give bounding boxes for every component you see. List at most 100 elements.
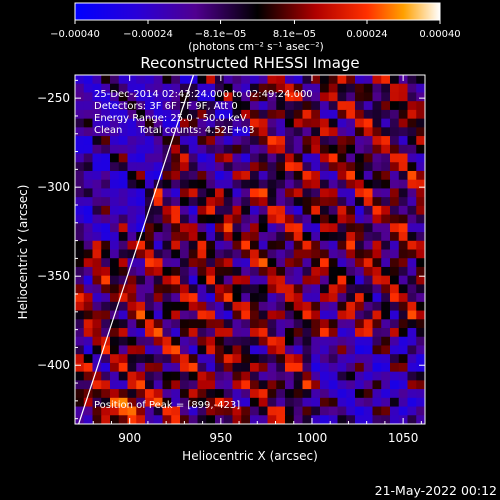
heatmap-cell <box>215 415 225 424</box>
heatmap-cell <box>328 101 338 111</box>
heatmap-cell <box>136 249 146 259</box>
heatmap-cell <box>127 354 137 364</box>
heatmap-cell <box>250 258 260 268</box>
heatmap-cell <box>145 319 155 329</box>
heatmap-cell <box>153 380 163 390</box>
heatmap-cell <box>250 293 260 303</box>
heatmap-cell <box>197 153 207 163</box>
heatmap-cell <box>223 75 233 85</box>
heatmap-cell <box>355 205 365 216</box>
heatmap-cell <box>136 336 146 346</box>
heatmap-cell <box>390 101 400 111</box>
heatmap-cell <box>127 328 137 338</box>
heatmap-cell <box>328 328 338 338</box>
y-tick-label: −300 <box>37 180 70 194</box>
heatmap-cell <box>118 197 128 207</box>
heatmap-cell <box>215 371 225 381</box>
heatmap-cell <box>162 179 172 189</box>
heatmap-cell <box>416 232 425 242</box>
heatmap-cell <box>162 336 172 346</box>
heatmap-cell <box>267 284 277 294</box>
heatmap-cell <box>241 406 251 416</box>
heatmap-cell <box>188 354 198 364</box>
heatmap-cell <box>390 284 400 294</box>
heatmap-cell <box>110 127 120 137</box>
heatmap-cell <box>398 170 408 181</box>
heatmap-cell <box>75 144 85 154</box>
heatmap-cell <box>346 362 356 373</box>
heatmap-cell <box>311 136 321 146</box>
heatmap-cell <box>250 310 260 320</box>
heatmap-cell <box>101 328 111 338</box>
heatmap-cell <box>101 83 111 93</box>
colorbar: −0.00040 −0.00024 −8.1e−05 8.1e−05 0.00024 0.… <box>50 2 461 53</box>
y-axis-ticks: −250−300−350−400 <box>37 79 425 420</box>
heatmap-cell <box>241 188 251 198</box>
heatmap-cell <box>215 345 225 355</box>
heatmap-cell <box>197 380 207 390</box>
heatmap-cell <box>346 153 356 163</box>
heatmap-cell <box>92 109 102 120</box>
heatmap-cell <box>145 205 155 216</box>
heatmap-cell <box>363 83 373 93</box>
heatmap-cell <box>180 109 190 120</box>
heatmap-cell <box>390 223 400 233</box>
heatmap-cell <box>390 240 400 250</box>
heatmap-cell <box>258 266 268 277</box>
heatmap-cell <box>258 170 268 181</box>
heatmap-cell <box>241 205 251 216</box>
heatmap-cell <box>206 188 216 198</box>
heatmap-cell <box>398 188 408 198</box>
heatmap-cell <box>276 371 286 381</box>
heatmap-cell <box>136 406 146 416</box>
heatmap-cell <box>407 92 417 102</box>
heatmap-cell <box>110 380 120 390</box>
heatmap-cell <box>267 389 277 399</box>
heatmap-cell <box>101 249 111 259</box>
heatmap-cell <box>372 415 382 424</box>
heatmap-cell <box>416 415 425 424</box>
heatmap-cell <box>363 127 373 137</box>
heatmap-cell <box>320 249 330 259</box>
heatmap-cell <box>355 249 365 259</box>
heatmap-cell <box>197 136 207 146</box>
heatmap-cell <box>145 284 155 294</box>
heatmap-cell <box>302 83 312 93</box>
heatmap-cell <box>83 144 93 154</box>
heatmap-cell <box>188 170 198 181</box>
heatmap-cell <box>258 380 268 390</box>
heatmap-cell <box>311 319 321 329</box>
heatmap-cell <box>110 109 120 120</box>
heatmap-cell <box>372 109 382 120</box>
heatmap-cell <box>171 75 181 85</box>
heatmap-cell <box>171 240 181 250</box>
heatmap-cell <box>337 109 347 120</box>
heatmap-cell <box>381 275 391 285</box>
heatmap-cell <box>215 214 225 224</box>
heatmap-cell <box>416 101 425 111</box>
heatmap-cell <box>110 92 120 102</box>
heatmap-cell <box>381 170 391 181</box>
heatmap-cell <box>127 319 137 329</box>
heatmap-cell <box>118 249 128 259</box>
heatmap-cell <box>407 75 417 85</box>
heatmap-cell <box>145 240 155 250</box>
heatmap-cell <box>293 301 303 311</box>
heatmap-cell <box>346 397 356 407</box>
heatmap-cell <box>171 214 181 224</box>
heatmap-cell <box>206 179 216 189</box>
heatmap-cell <box>311 336 321 346</box>
heatmap-cell <box>180 275 190 285</box>
heatmap-cell <box>250 362 260 373</box>
heatmap-cell <box>381 214 391 224</box>
heatmap-cell <box>75 153 85 163</box>
heatmap-cell <box>355 380 365 390</box>
heatmap-cell <box>223 345 233 355</box>
heatmap-cell <box>75 188 85 198</box>
heatmap-cell <box>407 223 417 233</box>
heatmap-cell <box>381 345 391 355</box>
heatmap-cell <box>136 136 146 146</box>
heatmap-cell <box>110 293 120 303</box>
heatmap-cell <box>153 214 163 224</box>
heatmap-cell <box>381 92 391 102</box>
